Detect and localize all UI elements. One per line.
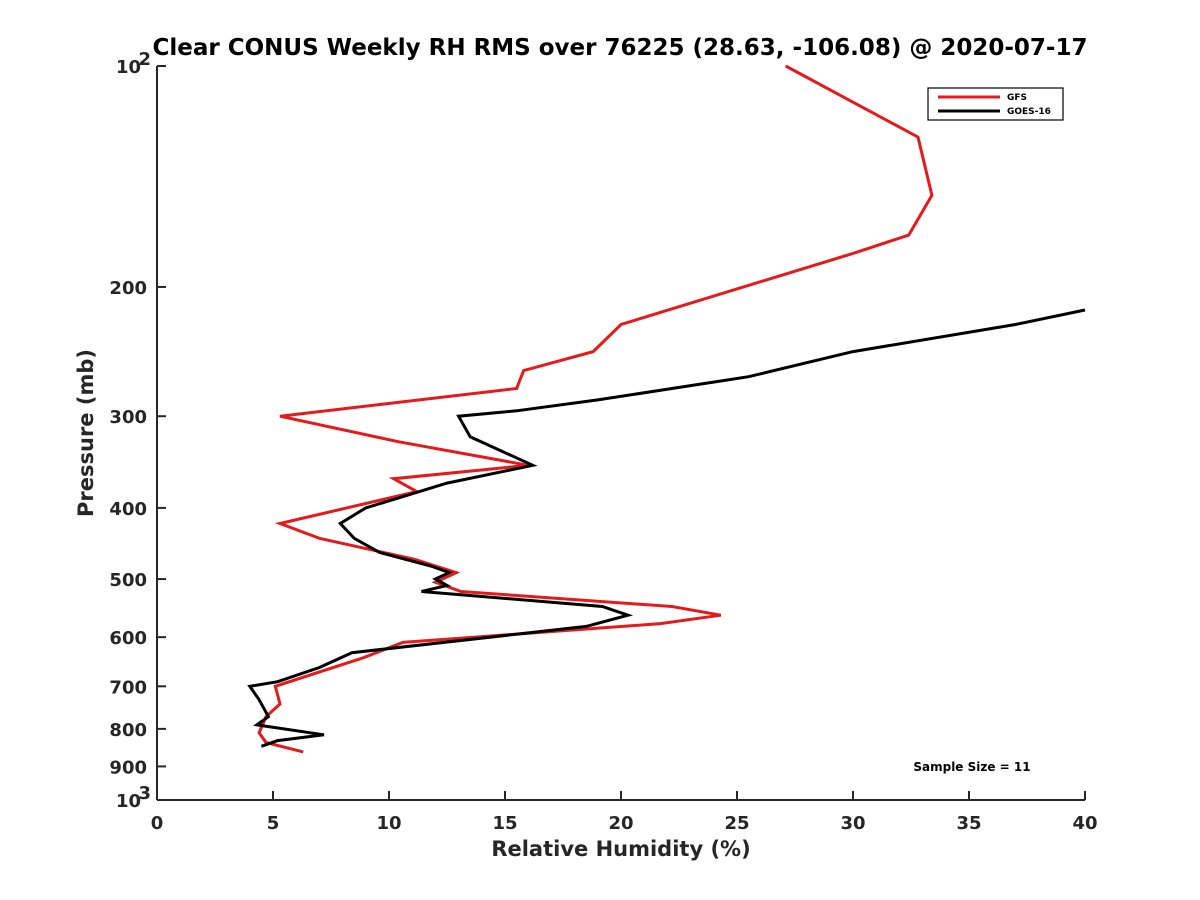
y-tick-exponent: 2 xyxy=(138,49,151,70)
sample-size-annotation: Sample Size = 11 xyxy=(913,760,1030,774)
y-tick-label: 400 xyxy=(109,499,147,520)
legend-box xyxy=(927,87,1064,121)
y-tick-label: 600 xyxy=(109,628,147,649)
legend-label-goes-16: GOES-16 xyxy=(1007,107,1051,117)
y-tick-label: 10 xyxy=(116,791,141,812)
x-tick-label: 30 xyxy=(840,813,865,834)
chart-title: Clear CONUS Weekly RH RMS over 76225 (28… xyxy=(153,35,1088,61)
x-tick-label: 35 xyxy=(956,813,981,834)
plot-series xyxy=(247,64,1086,754)
y-tick-label: 700 xyxy=(109,677,147,698)
y-tick-label: 900 xyxy=(109,757,147,778)
series-line-gfs xyxy=(257,64,934,754)
y-tick-label: 300 xyxy=(109,407,147,428)
plot-axes: 0 5 10 15 20 25 30 35 40102200300400500600700800… xyxy=(109,49,1097,834)
x-tick-label: 0 xyxy=(151,813,164,834)
x-tick-label: 25 xyxy=(724,813,749,834)
x-tick-label: 15 xyxy=(492,813,517,834)
y-tick-exponent: 3 xyxy=(138,783,151,804)
series-line-goes-16 xyxy=(247,308,1086,748)
y-tick-label: 10 xyxy=(116,57,141,78)
x-tick-label: 40 xyxy=(1072,813,1097,834)
x-tick-label: 10 xyxy=(376,813,401,834)
x-tick-label: 20 xyxy=(608,813,633,834)
y-tick-label: 500 xyxy=(109,570,147,591)
y-tick-label: 800 xyxy=(109,720,147,741)
y-axis-label: Pressure (mb) xyxy=(74,349,98,517)
x-tick-label: 5 xyxy=(267,813,280,834)
legend: GFS GOES-16 xyxy=(927,87,1064,121)
y-tick-label: 200 xyxy=(109,278,147,299)
legend-label-gfs: GFS xyxy=(1007,93,1027,103)
x-axis-label: Relative Humidity (%) xyxy=(491,837,750,861)
